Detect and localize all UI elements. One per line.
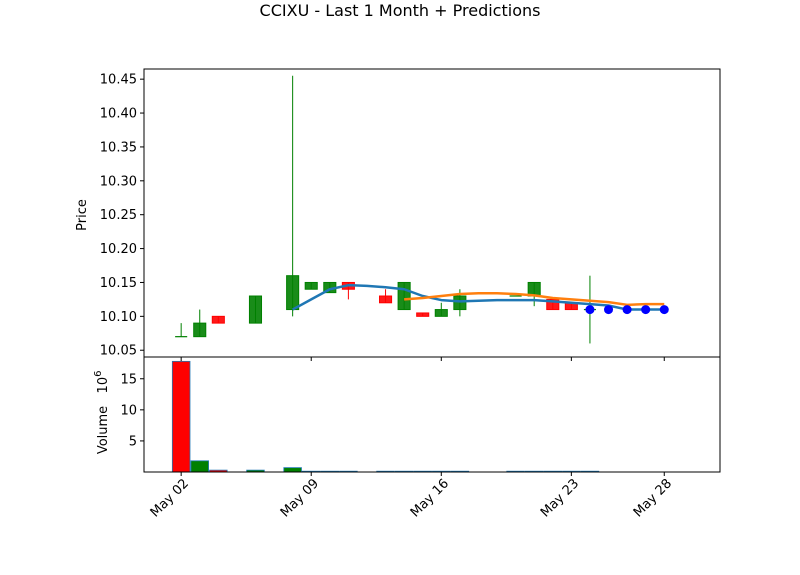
prediction-point — [604, 305, 614, 315]
candle-body — [304, 281, 318, 290]
price-y-tick-label: 10.25 — [100, 208, 137, 223]
prediction-line — [404, 292, 665, 307]
candle-body — [248, 295, 263, 324]
price-y-label: Price — [75, 199, 90, 231]
price-y-axis: 10.05 10.10 10.15 10.20 10.25 10.30 10.35 10.40… — [100, 73, 144, 359]
candle-body — [286, 275, 300, 311]
volume-plot-area — [144, 357, 720, 472]
x-tick-label: May 16 — [408, 476, 452, 520]
volume-offset-label: 106 — [93, 371, 111, 394]
price-panel: 10.05 10.10 10.15 10.20 10.25 10.30 10.35 10.40… — [75, 68, 721, 359]
candle-body — [453, 295, 467, 311]
x-tick-label: May 28 — [631, 476, 675, 520]
prediction-points — [585, 305, 669, 315]
volume-panel: 5 10 15 Volume 106 — [93, 356, 721, 473]
volume-y-tick-label: 15 — [120, 372, 137, 387]
prediction-point — [585, 305, 595, 315]
prediction-point — [659, 305, 669, 315]
candle-body — [397, 281, 411, 311]
candle-body — [434, 309, 448, 317]
price-y-tick-label: 10.45 — [100, 73, 137, 88]
chart-title: CCIXU - Last 1 Month + Predictions — [260, 1, 541, 20]
price-y-tick-label: 10.05 — [100, 344, 137, 359]
price-y-tick-label: 10.20 — [100, 242, 137, 257]
x-tick-label: May 02 — [148, 476, 192, 520]
x-tick-label: May 23 — [538, 476, 582, 520]
prediction-point — [641, 305, 651, 315]
prediction-point — [622, 305, 632, 315]
volume-y-tick-label: 10 — [120, 403, 137, 418]
volume-bar — [171, 360, 191, 473]
price-y-tick-label: 10.15 — [100, 276, 137, 291]
x-tick-label: May 09 — [278, 476, 322, 520]
volume-bar — [283, 467, 302, 473]
price-y-tick-label: 10.10 — [100, 310, 137, 325]
price-y-tick-label: 10.35 — [100, 140, 137, 155]
volume-y-label: Volume — [96, 406, 111, 454]
volume-y-axis: 5 10 15 — [120, 372, 144, 449]
volume-y-tick-label: 5 — [129, 434, 137, 449]
candle-body — [546, 298, 560, 311]
candle-body — [193, 322, 207, 338]
candle-body — [211, 315, 225, 324]
price-plot-area — [144, 69, 720, 357]
candle-body — [379, 295, 393, 304]
prediction-line — [292, 283, 665, 311]
price-y-tick-label: 10.40 — [100, 107, 137, 122]
volume-bar — [190, 460, 209, 473]
candle-body — [416, 312, 430, 317]
price-y-tick-label: 10.30 — [100, 174, 137, 189]
volume-plot-frame — [143, 356, 721, 473]
prediction-lines — [292, 283, 665, 311]
